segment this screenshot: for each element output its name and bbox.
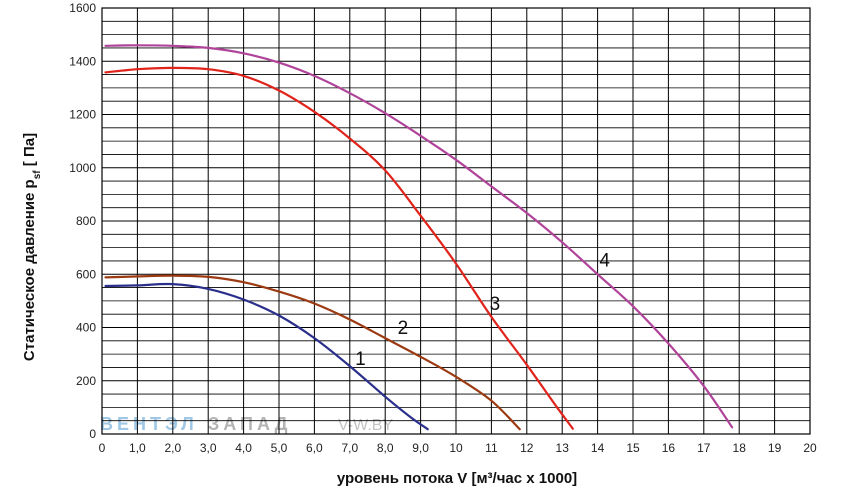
x-tick-label: 19 bbox=[768, 441, 782, 455]
x-tick-label: 9,0 bbox=[412, 441, 429, 455]
curve-labels: 1 2 3 4 bbox=[355, 250, 610, 370]
curve-label-2: 2 bbox=[398, 318, 409, 339]
chart-grid bbox=[101, 7, 811, 435]
x-axis-ticks: 0 1,0 2,0 3,0 4,0 5,0 6,0 7,0 8,0 9,0 10 11 12 13 14 15… bbox=[99, 441, 817, 455]
watermark-text-2: ЗАПАД bbox=[208, 414, 291, 434]
x-axis-title: уровень потока V [м³/час x 1000] bbox=[337, 470, 577, 487]
x-tick-label: 14 bbox=[591, 441, 605, 455]
x-tick-label: 16 bbox=[662, 441, 676, 455]
plot-frame bbox=[101, 7, 811, 435]
y-axis-title: Статическое давление psf [ Па] bbox=[21, 133, 43, 361]
x-tick-label: 2,0 bbox=[164, 441, 181, 455]
y-axis-title-main: Статическое давление p bbox=[21, 179, 38, 361]
y-tick-label: 200 bbox=[76, 374, 96, 388]
x-tick-label: 8,0 bbox=[377, 441, 394, 455]
x-tick-label: 4,0 bbox=[235, 441, 252, 455]
y-tick-label: 1400 bbox=[69, 54, 96, 68]
curve-label-3: 3 bbox=[490, 294, 501, 315]
curve-2 bbox=[104, 274, 521, 431]
x-tick-label: 7,0 bbox=[341, 441, 358, 455]
y-axis-title-subscript: sf bbox=[32, 170, 43, 180]
watermark-text-1: ВЕНТЭЛ bbox=[100, 414, 198, 434]
watermark: ВЕНТЭЛ ЗАПАД V-W.BY bbox=[100, 414, 393, 434]
x-tick-label: 6,0 bbox=[306, 441, 323, 455]
curve-4 bbox=[104, 44, 734, 429]
x-tick-label: 20 bbox=[803, 441, 817, 455]
y-tick-label: 0 bbox=[89, 427, 96, 441]
x-tick-label: 15 bbox=[626, 441, 640, 455]
y-tick-label: 1000 bbox=[69, 161, 96, 175]
curve-3 bbox=[104, 66, 574, 430]
x-tick-label: 3,0 bbox=[200, 441, 217, 455]
curves bbox=[104, 44, 734, 431]
x-tick-label: 11 bbox=[485, 441, 498, 455]
x-tick-label: 5,0 bbox=[271, 441, 288, 455]
x-tick-label: 18 bbox=[733, 441, 747, 455]
x-tick-label: 13 bbox=[556, 441, 570, 455]
curve-label-4: 4 bbox=[599, 250, 610, 271]
y-axis-ticks: 0 200 400 600 800 1000 1200 1400 1600 bbox=[69, 1, 96, 441]
y-tick-label: 1200 bbox=[69, 108, 96, 122]
x-tick-label: 10 bbox=[449, 441, 463, 455]
y-axis-title-unit: [ Па] bbox=[21, 133, 38, 170]
x-tick-label: 17 bbox=[697, 441, 711, 455]
x-tick-label: 1,0 bbox=[129, 441, 146, 455]
curve-1 bbox=[104, 282, 429, 431]
y-tick-label: 600 bbox=[76, 267, 96, 281]
curve-label-1: 1 bbox=[355, 349, 366, 370]
x-tick-label: 12 bbox=[520, 441, 534, 455]
y-tick-label: 800 bbox=[76, 214, 96, 228]
y-tick-label: 1600 bbox=[69, 1, 96, 15]
y-tick-label: 400 bbox=[76, 321, 96, 335]
watermark-text-3: V-W.BY bbox=[338, 417, 393, 434]
x-tick-label: 0 bbox=[99, 441, 106, 455]
